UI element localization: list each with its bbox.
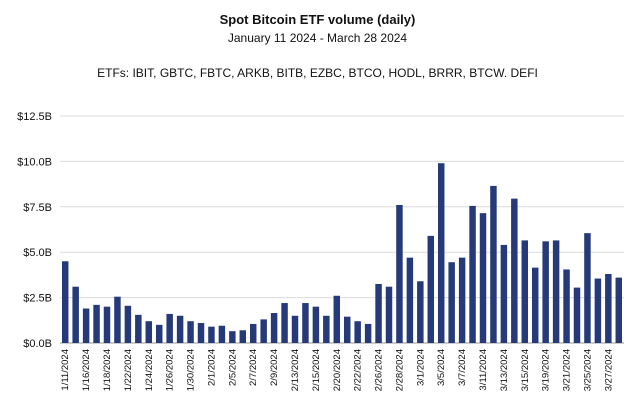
bar xyxy=(542,241,549,343)
bar xyxy=(135,314,142,343)
bar xyxy=(229,331,236,343)
y-tick-label: $10.0B xyxy=(17,156,52,168)
bar xyxy=(302,303,309,343)
bar xyxy=(552,240,560,343)
y-tick-label: $5.0B xyxy=(23,247,52,259)
bar xyxy=(82,308,90,343)
bar xyxy=(479,213,487,343)
bar xyxy=(197,323,205,343)
bar xyxy=(343,316,351,343)
x-tick-label: 3/11/2024 xyxy=(478,349,489,391)
bar xyxy=(385,286,393,343)
bar xyxy=(469,205,476,343)
bar xyxy=(500,244,508,343)
bar xyxy=(93,304,100,343)
x-tick-label: 2/9/2024 xyxy=(269,349,280,386)
bar xyxy=(103,306,111,343)
y-tick-label: $12.5B xyxy=(17,111,52,123)
x-tick-label: 3/15/2024 xyxy=(520,349,531,391)
bar xyxy=(448,262,455,343)
x-tick-label: 2/13/2024 xyxy=(290,349,301,391)
y-tick-label: $0.0B xyxy=(23,338,52,350)
x-tick-label: 2/28/2024 xyxy=(394,349,405,391)
x-tick-label: 2/26/2024 xyxy=(374,349,385,391)
bar xyxy=(291,315,299,343)
x-tick-label: 3/19/2024 xyxy=(541,349,552,391)
bar xyxy=(563,269,570,343)
bar xyxy=(427,235,435,343)
chart-subtitle: January 11 2024 - March 28 2024 xyxy=(227,31,408,45)
x-tick-label: 3/7/2024 xyxy=(457,349,468,386)
bar xyxy=(187,321,194,343)
x-tick-label: 2/1/2024 xyxy=(206,349,217,386)
bar xyxy=(312,306,320,343)
bar xyxy=(573,287,581,343)
bar xyxy=(354,321,361,343)
x-tick-label: 1/22/2024 xyxy=(123,349,134,391)
x-tick-label: 3/1/2024 xyxy=(415,349,426,386)
bar xyxy=(323,315,330,343)
bar xyxy=(239,330,247,343)
bar xyxy=(594,278,602,343)
y-tick-label: $7.5B xyxy=(23,202,52,214)
x-tick-label: 1/11/2024 xyxy=(60,349,71,391)
x-tick-label: 2/5/2024 xyxy=(227,349,238,386)
x-tick-label: 3/25/2024 xyxy=(582,349,593,391)
x-tick-label: 1/30/2024 xyxy=(186,349,197,391)
bar xyxy=(270,313,278,343)
bar xyxy=(584,233,591,343)
x-tick-label: 1/18/2024 xyxy=(102,349,113,391)
bar xyxy=(155,324,163,343)
bar xyxy=(531,267,539,343)
bar xyxy=(605,273,612,343)
bar xyxy=(490,185,497,343)
y-tick-label: $2.5B xyxy=(23,293,52,305)
bar xyxy=(375,283,382,343)
bar xyxy=(145,321,153,343)
etf-list-annotation: ETFs: IBIT, GBTC, FBTC, ARKB, BITB, EZBC… xyxy=(97,66,538,80)
bar xyxy=(166,313,173,343)
bar xyxy=(406,257,414,343)
x-tick-label: 1/24/2024 xyxy=(144,349,155,391)
bar xyxy=(249,323,257,343)
bar xyxy=(511,198,518,343)
x-tick-label: 1/16/2024 xyxy=(81,349,92,391)
bar xyxy=(521,240,529,343)
bar xyxy=(218,325,226,343)
bar xyxy=(281,303,288,343)
bar xyxy=(72,286,79,343)
bar xyxy=(364,323,372,343)
x-tick-label: 3/5/2024 xyxy=(436,349,447,386)
x-axis: 1/11/2024 1/16/2024 1/18/2024 1/22/2024 1/24… xyxy=(60,349,614,391)
bar xyxy=(458,257,466,343)
bar xyxy=(437,163,445,343)
x-tick-label: 3/13/2024 xyxy=(499,349,510,391)
chart-title: Spot Bitcoin ETF volume (daily) xyxy=(219,12,416,27)
bar xyxy=(176,315,184,343)
bar xyxy=(615,277,623,343)
x-tick-label: 2/20/2024 xyxy=(332,349,343,391)
y-axis: $0.0B $2.5B $5.0B $7.5B $10.0B $12.5B xyxy=(17,111,52,350)
x-tick-label: 3/27/2024 xyxy=(603,349,614,391)
bar xyxy=(396,204,403,343)
x-tick-label: 2/7/2024 xyxy=(248,349,259,386)
bar xyxy=(417,281,424,343)
bar xyxy=(260,319,267,343)
x-tick-label: 3/21/2024 xyxy=(562,349,573,391)
x-tick-label: 2/15/2024 xyxy=(311,349,322,391)
grid-lines xyxy=(60,115,624,344)
bar xyxy=(61,261,69,343)
bar xyxy=(208,326,215,343)
bar xyxy=(333,295,341,343)
x-tick-label: 1/26/2024 xyxy=(165,349,176,391)
bar xyxy=(114,296,121,343)
bar xyxy=(124,305,132,343)
x-tick-label: 2/22/2024 xyxy=(353,349,364,391)
bars xyxy=(61,163,623,343)
